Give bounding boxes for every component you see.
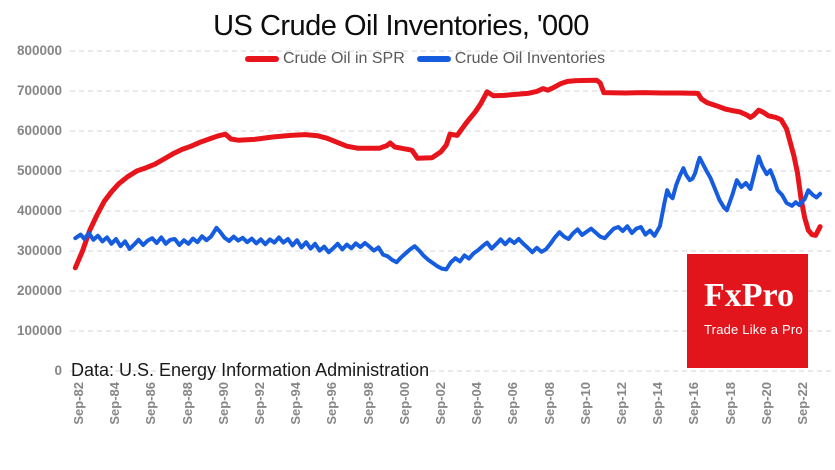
x-tick-label: Sep-04 [469,382,485,425]
chart-title: US Crude Oil Inventories, '000 [213,10,589,42]
x-tick-label: Sep-82 [71,382,86,425]
y-tick-label: 300000 [16,243,62,258]
legend-item-inventories: Crude Oil Inventories [416,50,606,68]
data-source-note: Data: U.S. Energy Information Administra… [71,360,430,380]
x-tick-label: Sep-84 [107,382,123,425]
legend-item-spr: Crude Oil in SPR [244,50,405,68]
series-line-1 [73,154,823,272]
fxpro-logo: FxPro Trade Like a Pro [687,254,808,368]
y-tick-label: 600000 [16,123,62,138]
x-tick-label: Sep-18 [722,382,738,425]
y-tick-label: 400000 [16,203,62,218]
y-tick-label: 700000 [16,83,62,98]
x-tick-label: Sep-16 [686,382,702,425]
x-tick-label: Sep-08 [541,382,557,425]
x-tick-label: Sep-14 [650,382,666,425]
x-tick-label: Sep-90 [215,382,231,425]
series-line-0 [72,77,823,271]
y-tick-label: 500000 [16,163,62,178]
x-tick-label: Sep-96 [324,382,340,425]
x-tick-label: Sep-20 [758,382,774,425]
x-tick-label: Sep-94 [288,382,304,425]
x-tick-label: Sep-86 [143,382,159,425]
x-tick-label: Sep-00 [396,382,412,425]
x-tick-label: Sep-98 [360,382,376,425]
legend: Crude Oil in SPR Crude Oil Inventories [15,50,835,68]
x-tick-label: Sep-22 [795,382,810,425]
legend-swatch-blue-line-icon [416,56,451,62]
legend-label-inventories: Crude Oil Inventories [454,50,606,67]
y-tick-label: 100000 [16,323,62,338]
legend-swatch-red-line-icon [244,56,279,62]
legend-label-spr: Crude Oil in SPR [282,50,405,67]
x-tick-label: Sep-92 [252,382,267,425]
x-tick-label: Sep-88 [179,382,195,425]
y-tick-label: 800000 [16,43,62,58]
x-tick-label: Sep-10 [577,382,593,425]
x-tick-label: Sep-12 [614,382,629,425]
y-tick-label: 0 [54,363,62,378]
y-tick-label: 200000 [16,283,62,298]
fxpro-logo-brand: FxPro [704,277,795,314]
fxpro-logo-tagline: Trade Like a Pro [704,322,803,337]
x-tick-label: Sep-06 [505,382,521,425]
x-tick-label: Sep-02 [433,382,448,425]
